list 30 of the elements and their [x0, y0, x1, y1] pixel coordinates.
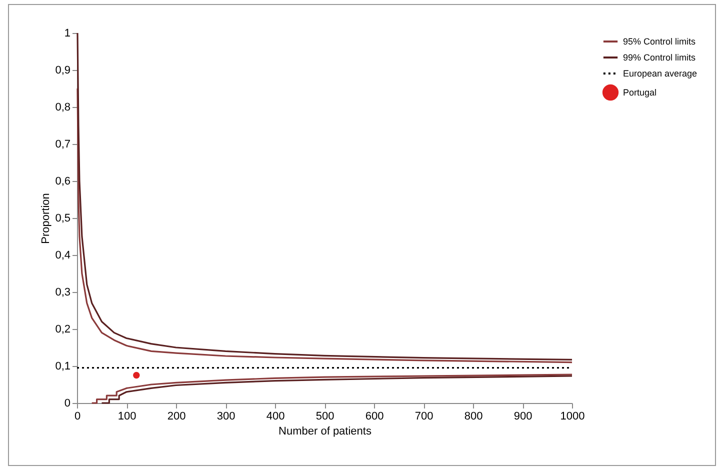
- y-tick-label: 0,2: [55, 324, 70, 336]
- x-tick-label: 800: [464, 410, 483, 422]
- x-tick-label: 500: [316, 410, 334, 422]
- x-tick-label: 300: [216, 410, 236, 422]
- y-tick-label: 0,4: [55, 250, 70, 262]
- x-axis-title: Number of patients: [278, 426, 372, 438]
- y-tick-label: 0,9: [55, 64, 70, 76]
- y-tick-label: 0,1: [55, 360, 70, 372]
- y-axis-title: Proportion: [40, 193, 52, 244]
- y-tick-label: 0,7: [55, 138, 70, 150]
- legend-label: European average: [623, 68, 698, 78]
- y-tick-label: 1: [64, 28, 70, 40]
- legend-label: Portugal: [623, 88, 657, 98]
- x-tick-label: 600: [365, 410, 384, 422]
- legend-label: 99% Control limits: [623, 52, 696, 62]
- x-tick-label: 700: [414, 410, 434, 422]
- y-tick-label: 0: [64, 398, 70, 410]
- y-tick-label: 0,5: [55, 212, 70, 224]
- x-tick-label: 900: [514, 410, 532, 422]
- y-tick-label: 0,3: [55, 286, 70, 298]
- x-tick-label: 100: [118, 410, 136, 422]
- y-tick-label: 0,8: [55, 102, 70, 114]
- y-tick-label: 0,6: [55, 176, 70, 188]
- x-tick-label: 400: [266, 410, 285, 422]
- x-tick-label: 1000: [560, 410, 585, 422]
- x-tick-label: 200: [167, 410, 186, 422]
- x-tick-label: 0: [74, 410, 81, 422]
- line-series: [76, 32, 573, 361]
- line-series: [76, 88, 573, 364]
- legend-label: 95% Control limits: [623, 36, 696, 46]
